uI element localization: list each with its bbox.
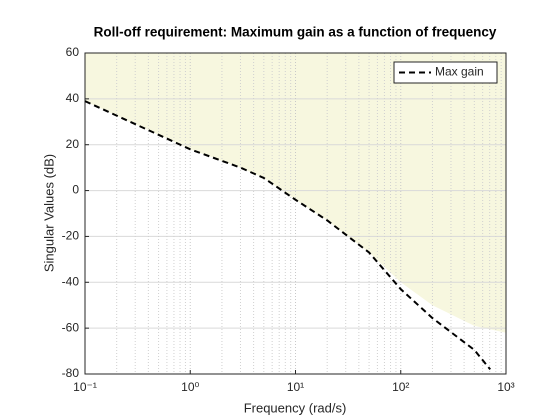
- y-tick-label: -80: [62, 366, 80, 380]
- x-tick-label: 10⁻¹: [73, 380, 97, 394]
- y-axis-label: Singular Values (dB): [41, 154, 56, 272]
- y-tick-label: -60: [62, 320, 80, 334]
- legend-label: Max gain: [435, 65, 484, 79]
- y-tick-label: 40: [66, 91, 80, 105]
- legend-box: [393, 61, 498, 84]
- y-tick-label: -40: [62, 274, 80, 288]
- series-line: [84, 100, 491, 371]
- x-tick-label: 10⁰: [181, 380, 199, 394]
- x-tick-label: 10²: [392, 380, 409, 394]
- y-tick-label: 20: [66, 137, 80, 151]
- y-tick-label: -20: [62, 229, 80, 243]
- y-tick-label: 0: [72, 183, 79, 197]
- axes-box: [84, 52, 507, 375]
- chart-title: Roll-off requirement: Maximum gain as a …: [94, 25, 497, 40]
- y-tick-label: 60: [66, 45, 80, 59]
- x-tick-label: 10¹: [287, 380, 304, 394]
- x-axis-label: Frequency (rad/s): [244, 400, 347, 415]
- x-tick-label: 10³: [497, 380, 514, 394]
